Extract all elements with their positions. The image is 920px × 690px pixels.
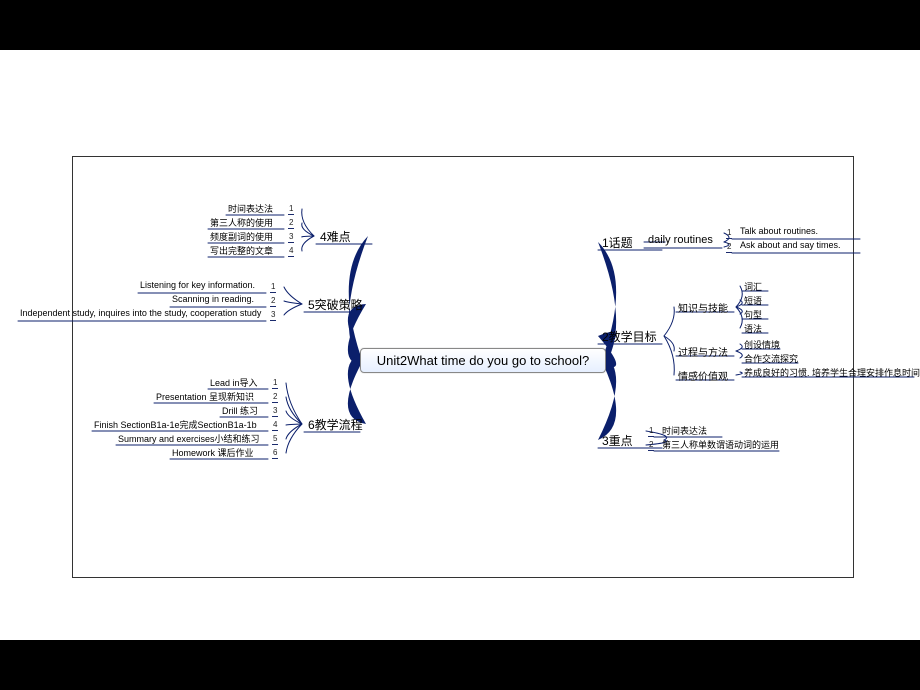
index-badge: 4 [288,246,294,257]
leaf-b6-3: Drill 练习 [222,404,258,417]
leaf-b6-1: Lead in导入 [210,376,258,389]
index-badge: 1 [270,282,276,293]
index-badge: 2 [726,242,732,253]
index-badge: 2 [270,296,276,307]
leaf-b6-2: Presentation 呈现新知识 [156,390,254,403]
index-badge: 1 [288,204,294,215]
branch-title-b4: 4难点 [320,228,351,245]
branch-title-b1: 1话题 [602,234,633,251]
index-badge: 2 [288,218,294,229]
leaf-b6-4: Finish SectionB1a-1e完成SectionB1a-1b [94,418,257,431]
index-badge: 1 [648,426,654,437]
branch-title-b6: 6教学流程 [308,416,363,433]
branch-title-b5: 5突破策略 [308,296,363,313]
leaf-b4-4: 写出完整的文章 [210,244,273,257]
connectors-layer [0,0,920,690]
index-badge: 5 [272,434,278,445]
letterbox-bottom [0,640,920,690]
leaf-b5-2: Scanning in reading. [172,294,254,304]
leaf-b6-5: Summary and exercises小结和练习 [118,432,260,445]
leaf-b3-2: 第三人称单数谓语动词的运用 [662,438,779,451]
index-badge: 2 [648,440,654,451]
branch-title-b3: 3重点 [602,432,633,449]
leaf-b2-2-0: 养成良好的习惯. 培养学生合理安排作息时间的意识 [744,366,920,379]
index-badge: 4 [272,420,278,431]
sub-b2-2: 情感价值观 [678,368,728,383]
leaf-b4-1: 时间表达法 [228,202,273,215]
leaf-b1-2: Ask about and say times. [740,240,841,250]
leaf-b2-0-1: 短语 [744,294,762,307]
sub-b2-1: 过程与方法 [678,344,728,359]
leaf-b4-3: 频度副词的使用 [210,230,273,243]
leaf-b2-1-1: 合作交流探究 [744,352,798,365]
leaf-b6-6: Homework 课后作业 [172,446,254,459]
index-badge: 3 [272,406,278,417]
sub-b2-0: 知识与技能 [678,300,728,315]
index-badge: 1 [272,378,278,389]
leaf-b2-1-0: 创设情境 [744,338,780,351]
leaf-b2-0-3: 语法 [744,322,762,335]
mindmap-stage: { "layout": { "width": 920, "height": 69… [0,0,920,690]
index-badge: 2 [272,392,278,403]
leaf-b5-1: Listening for key information. [140,280,255,290]
center-topic: Unit2What time do you go to school? [360,348,606,373]
leaf-b5-3: Independent study, inquires into the stu… [20,308,261,318]
leaf-b3-1: 时间表达法 [662,424,707,437]
index-badge: 3 [270,310,276,321]
leaf-b4-2: 第三人称的使用 [210,216,273,229]
index-badge: 3 [288,232,294,243]
leaf-b1-1: Talk about routines. [740,226,818,236]
index-badge: 1 [726,228,732,239]
leaf-b2-0-2: 句型 [744,308,762,321]
letterbox-top [0,0,920,50]
mid-b1: daily routines [648,234,713,246]
index-badge: 6 [272,448,278,459]
leaf-b2-0-0: 词汇 [744,280,762,293]
branch-title-b2: 2教学目标 [602,328,657,345]
